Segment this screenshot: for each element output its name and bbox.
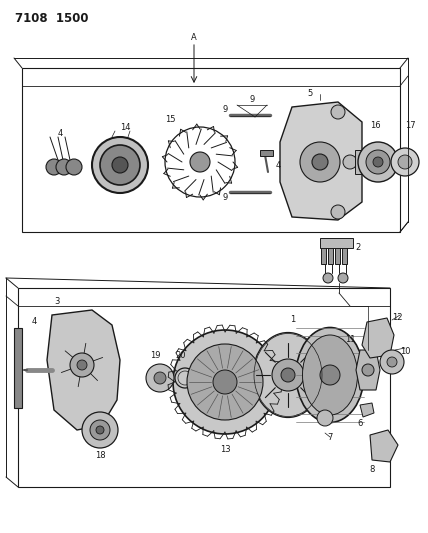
Text: 14: 14	[120, 123, 130, 132]
Text: 16: 16	[370, 120, 380, 130]
Polygon shape	[47, 310, 120, 430]
Text: 2: 2	[355, 244, 361, 253]
Circle shape	[380, 350, 404, 374]
Circle shape	[366, 150, 390, 174]
Text: A: A	[191, 33, 197, 42]
Circle shape	[331, 105, 345, 119]
Circle shape	[70, 353, 94, 377]
Circle shape	[96, 426, 104, 434]
Bar	[321, 246, 326, 264]
Circle shape	[213, 370, 237, 394]
Circle shape	[373, 157, 383, 167]
Text: 18: 18	[95, 450, 105, 459]
Circle shape	[281, 368, 295, 382]
Text: 8: 8	[369, 465, 374, 474]
Circle shape	[112, 157, 128, 173]
Bar	[335, 246, 340, 264]
Polygon shape	[356, 350, 380, 390]
Circle shape	[358, 142, 398, 182]
Circle shape	[82, 412, 118, 448]
Polygon shape	[362, 318, 394, 358]
Circle shape	[387, 357, 397, 367]
Polygon shape	[360, 403, 374, 417]
Circle shape	[66, 159, 82, 175]
Circle shape	[100, 145, 140, 185]
Circle shape	[338, 273, 348, 283]
Bar	[22, 68, 400, 232]
Text: 9: 9	[223, 106, 228, 115]
Text: 4: 4	[31, 318, 37, 327]
Circle shape	[187, 344, 263, 420]
Circle shape	[317, 410, 333, 426]
Text: 20: 20	[176, 351, 186, 359]
Text: 17: 17	[405, 120, 415, 130]
Text: 4: 4	[275, 160, 281, 169]
Circle shape	[331, 205, 345, 219]
Bar	[320, 238, 353, 248]
Bar	[18, 288, 390, 487]
Circle shape	[272, 359, 304, 391]
Text: 15: 15	[165, 116, 175, 125]
Text: 13: 13	[220, 446, 230, 455]
Bar	[328, 246, 333, 264]
Text: 11: 11	[345, 335, 355, 344]
Text: 7: 7	[327, 432, 333, 441]
Text: 9: 9	[250, 95, 255, 104]
Bar	[14, 328, 22, 408]
Circle shape	[398, 155, 412, 169]
Text: 3: 3	[54, 297, 59, 306]
Circle shape	[154, 372, 166, 384]
Circle shape	[312, 154, 328, 170]
Bar	[260, 150, 273, 156]
Circle shape	[77, 360, 87, 370]
Text: 19: 19	[150, 351, 160, 359]
Circle shape	[343, 155, 357, 169]
Ellipse shape	[296, 327, 364, 423]
Polygon shape	[280, 102, 362, 220]
Circle shape	[146, 364, 174, 392]
Text: 12: 12	[392, 313, 402, 322]
Circle shape	[46, 159, 62, 175]
Circle shape	[391, 148, 419, 176]
Text: 1: 1	[290, 316, 296, 325]
Ellipse shape	[303, 335, 357, 415]
Text: 10: 10	[400, 348, 410, 357]
Circle shape	[56, 159, 72, 175]
Circle shape	[173, 330, 277, 434]
Circle shape	[92, 137, 148, 193]
Polygon shape	[370, 430, 398, 462]
Text: 4: 4	[57, 128, 62, 138]
Text: 7108  1500: 7108 1500	[15, 12, 89, 25]
Bar	[355, 150, 373, 174]
Bar	[342, 246, 347, 264]
Circle shape	[320, 365, 340, 385]
Text: 9: 9	[223, 193, 228, 203]
Circle shape	[190, 152, 210, 172]
Ellipse shape	[253, 333, 323, 417]
Circle shape	[300, 142, 340, 182]
Text: 5: 5	[307, 90, 312, 99]
Circle shape	[362, 364, 374, 376]
Text: 6: 6	[357, 418, 363, 427]
Circle shape	[90, 420, 110, 440]
Circle shape	[323, 273, 333, 283]
